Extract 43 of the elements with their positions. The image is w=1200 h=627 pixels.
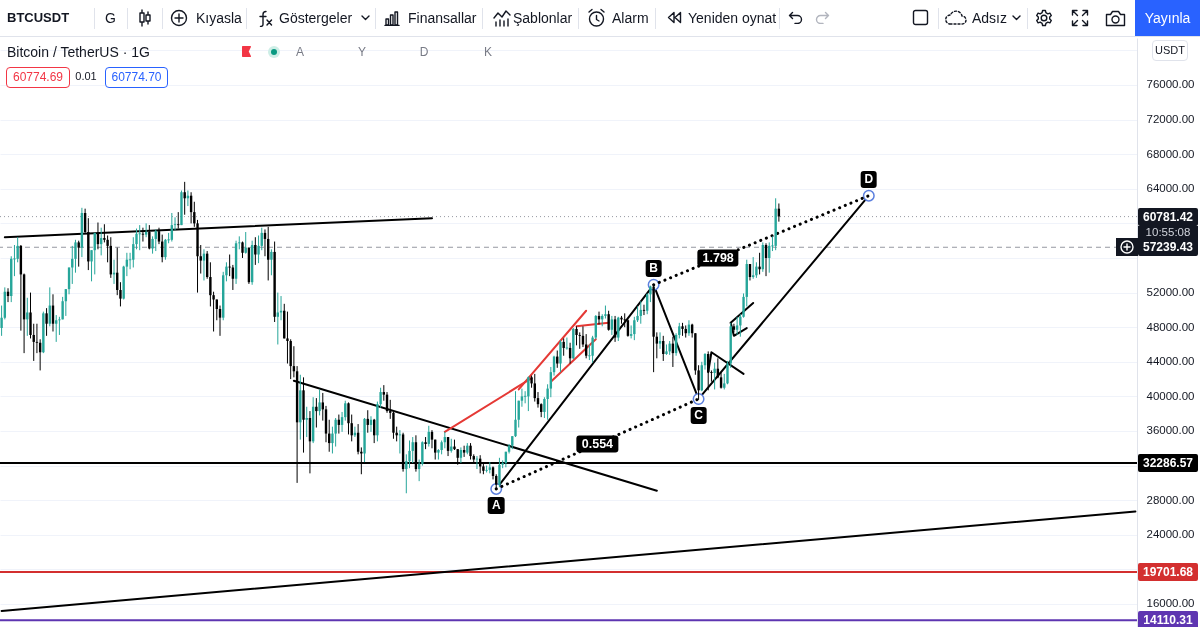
- data-label: C: [690, 406, 707, 424]
- ref-line-label: 32286.57: [1138, 454, 1198, 473]
- y-tick-label: 68000.00: [1146, 147, 1195, 160]
- text: Şablonlar: [513, 9, 573, 27]
- y-tick-label: 48000.00: [1146, 320, 1195, 333]
- y-tick-label: 72000.00: [1146, 113, 1195, 126]
- text: Alarm: [612, 9, 649, 27]
- text: Yayınla: [1135, 0, 1200, 36]
- ref-line-label: 19701.68: [1138, 562, 1198, 581]
- text: USDT: [1152, 40, 1188, 61]
- annotation: A: [295, 44, 305, 60]
- y-tick-label: 64000.00: [1146, 182, 1195, 195]
- y-tick-label: 36000.00: [1146, 424, 1195, 437]
- annotation: D: [419, 44, 429, 60]
- text: Adsız: [972, 9, 1008, 27]
- y-tick-label: 52000.00: [1146, 286, 1195, 299]
- ref-line-label: 57239.43: [1138, 238, 1198, 257]
- annotation: K: [483, 44, 493, 60]
- y-tick-label: 16000.00: [1146, 597, 1195, 610]
- chart-title: Bitcoin / TetherUS · 1G: [7, 43, 150, 61]
- text: G: [105, 9, 116, 27]
- data-label: B: [645, 259, 662, 277]
- ref-line-label: 14110.31: [1138, 611, 1198, 627]
- y-tick-label: 24000.00: [1146, 528, 1195, 541]
- y-tick-label: 40000.00: [1146, 389, 1195, 402]
- text: 10:55:08: [1138, 225, 1198, 240]
- annotation: Y: [357, 44, 367, 60]
- y-tick-label: 44000.00: [1146, 355, 1195, 368]
- annotation: 0.554: [576, 435, 619, 453]
- annotation: 60774.69: [6, 67, 70, 88]
- annotation: 1.798: [697, 249, 739, 267]
- text: Göstergeler: [279, 9, 353, 27]
- data-label: A: [487, 496, 505, 514]
- text: Kıyasla: [196, 9, 242, 27]
- text: Yeniden oynat: [688, 9, 777, 27]
- data-label: D: [860, 170, 878, 188]
- annotation: 60774.70: [105, 67, 168, 88]
- annotation: 0.01: [75, 70, 97, 84]
- ref-line-label: 60781.42: [1138, 207, 1198, 226]
- text: BTCUSDT: [7, 10, 70, 26]
- text: Finansallar: [408, 9, 477, 27]
- y-tick-label: 28000.00: [1146, 493, 1195, 506]
- y-tick-label: 76000.00: [1146, 78, 1195, 91]
